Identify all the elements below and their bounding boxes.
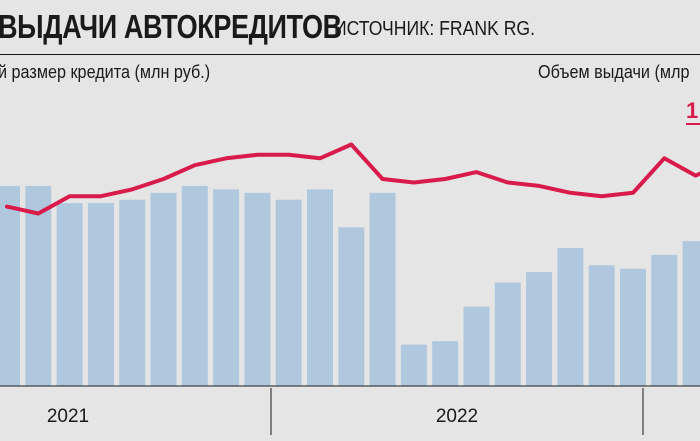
bar bbox=[87, 203, 114, 386]
bar bbox=[432, 341, 459, 387]
bar bbox=[526, 272, 553, 386]
year-label-2022: 2022 bbox=[436, 406, 478, 427]
left-axis-label: й размер кредита (млн руб.) bbox=[0, 62, 211, 82]
bar bbox=[0, 185, 20, 386]
chart-title: ВЫДАЧИ АВТОКРЕДИТОВ bbox=[0, 8, 342, 45]
bar bbox=[463, 306, 490, 386]
year-label-2021: 2021 bbox=[47, 406, 89, 427]
title-divider bbox=[0, 54, 700, 55]
bar bbox=[369, 192, 396, 386]
bar bbox=[275, 199, 302, 386]
bar bbox=[682, 241, 700, 386]
bar bbox=[588, 265, 615, 386]
bar bbox=[56, 203, 83, 386]
chart-svg: 1 2021 2022 bbox=[0, 98, 700, 435]
line-series bbox=[5, 142, 700, 216]
bar bbox=[181, 185, 208, 386]
chart-source: ИСТОЧНИК: FRANK RG. bbox=[334, 18, 535, 40]
bar bbox=[494, 282, 521, 386]
chart-area: 1 2021 2022 bbox=[0, 90, 700, 441]
bar bbox=[400, 344, 427, 386]
callout-value: 1 bbox=[686, 98, 698, 123]
title-bar: ВЫДАЧИ АВТОКРЕДИТОВ ИСТОЧНИК: FRANK RG. bbox=[0, 0, 700, 52]
bar bbox=[25, 185, 52, 386]
bar bbox=[307, 189, 333, 386]
right-axis-label: Объем выдачи (млр bbox=[538, 62, 690, 82]
bar bbox=[213, 189, 240, 386]
bar bbox=[557, 248, 584, 386]
bar bbox=[651, 254, 678, 386]
bar bbox=[620, 268, 646, 386]
bar-group bbox=[0, 185, 700, 387]
bar bbox=[338, 227, 365, 386]
bar bbox=[119, 199, 146, 386]
bar bbox=[244, 192, 271, 386]
bar bbox=[150, 192, 177, 386]
